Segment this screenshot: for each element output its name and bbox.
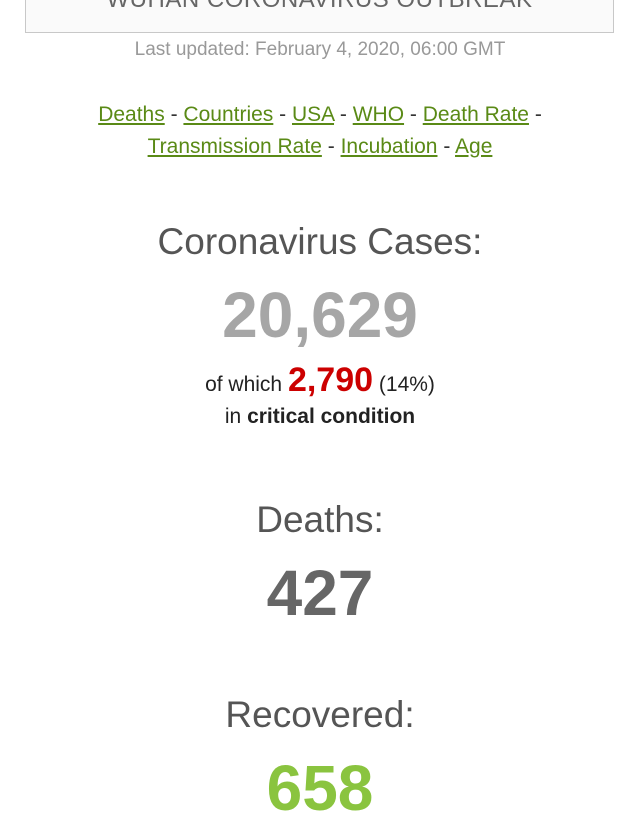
nav-separator: - — [443, 135, 451, 158]
nav-separator: - — [279, 103, 287, 126]
critical-of-which: of which — [205, 373, 283, 396]
critical-percent: (14%) — [378, 373, 435, 396]
nav-link-age[interactable]: Age — [455, 135, 493, 158]
nav-separator: - — [339, 103, 347, 126]
nav-link-usa[interactable]: USA — [292, 103, 335, 126]
nav-separator: - — [534, 103, 542, 126]
critical-condition-text: critical condition — [247, 405, 416, 428]
nav-separator: - — [327, 135, 335, 158]
last-updated: Last updated: February 4, 2020, 06:00 GM… — [134, 39, 506, 60]
nav-separator: - — [170, 103, 178, 126]
nav-link-death-rate[interactable]: Death Rate — [422, 103, 529, 126]
deaths-label: Deaths: — [256, 499, 384, 540]
critical-value: 2,790 — [287, 361, 374, 399]
nav-link-countries[interactable]: Countries — [183, 103, 274, 126]
deaths-value: 427 — [266, 557, 374, 629]
critical-in: in — [224, 405, 242, 428]
recovered-value: 658 — [266, 752, 374, 824]
nav-link-deaths[interactable]: Deaths — [98, 103, 165, 126]
nav-link-who[interactable]: WHO — [352, 103, 405, 126]
nav-separator: - — [409, 103, 417, 126]
page-title-box: WUHAN CORONAVIRUS OUTBREAK — [25, 0, 614, 33]
nav-links: Deaths - Countries - USA - WHO - Death R… — [0, 99, 640, 163]
page-title: WUHAN CORONAVIRUS OUTBREAK — [107, 0, 533, 12]
nav-link-incubation[interactable]: Incubation — [340, 135, 438, 158]
cases-value: 20,629 — [222, 279, 418, 351]
critical-info: of which 2,790 (14%) in critical conditi… — [0, 361, 640, 433]
cases-label: Coronavirus Cases: — [157, 221, 483, 262]
recovered-label: Recovered: — [225, 694, 415, 735]
nav-link-transmission-rate[interactable]: Transmission Rate — [147, 135, 322, 158]
